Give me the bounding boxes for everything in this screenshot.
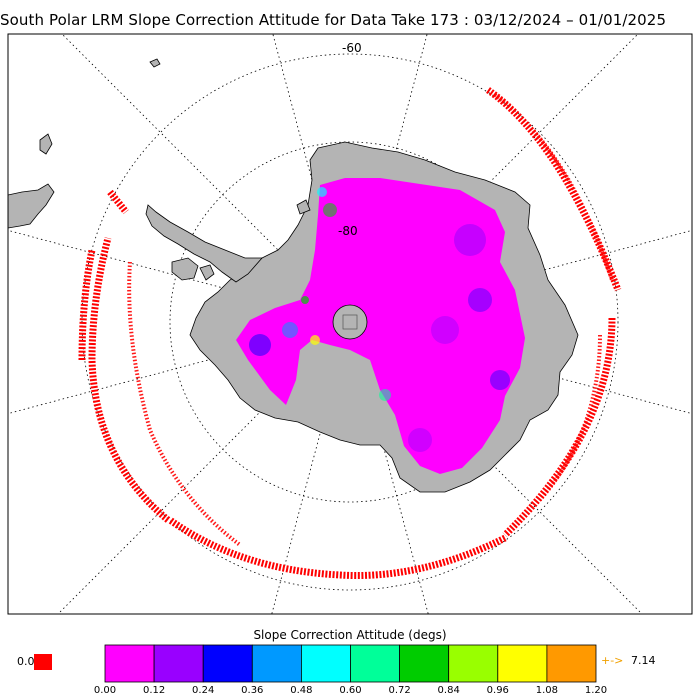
colorbar-cell	[104, 644, 155, 683]
track-band-west-outer	[78, 249, 96, 361]
island	[199, 264, 215, 281]
colorbar-cell	[350, 644, 400, 683]
colorbar-tick-label: 0.48	[290, 685, 313, 696]
track-band-nw	[107, 189, 129, 215]
latitude-label-80: -80	[338, 224, 358, 238]
antarctic-peninsula	[145, 204, 263, 283]
colorbar-title: Slope Correction Attitude (degs)	[253, 628, 447, 642]
zero-value-label: 0.0	[17, 655, 35, 668]
falkland-islands	[39, 133, 53, 155]
colorbar-tick-label: 1.20	[584, 685, 608, 696]
coverage-main-lobe	[236, 178, 525, 474]
colorbar-tick-label: 0.84	[437, 685, 460, 696]
colorbar-tick-label: 1.08	[535, 685, 559, 696]
south-georgia-island	[149, 58, 161, 68]
colorbar-cell	[202, 644, 253, 683]
colorbar-cell	[399, 644, 450, 683]
island	[296, 199, 311, 215]
map-title: South Polar LRM Slope Correction Attitud…	[0, 11, 667, 29]
colorbar-cell	[300, 644, 351, 683]
polar-map: -60 -80	[7, 33, 693, 615]
island	[171, 257, 199, 281]
colorbar-cell	[546, 644, 597, 683]
colorbar-cell	[497, 644, 548, 683]
over-range-arrow: +->	[601, 654, 624, 667]
latitude-label-60: -60	[342, 41, 362, 55]
track-band-south	[167, 517, 507, 579]
colorbar-tick-label: 0.96	[486, 685, 509, 696]
map-frame	[7, 33, 693, 615]
colorbar-cell	[251, 644, 302, 683]
over-range-value: 7.14	[631, 654, 656, 667]
pole-marker	[342, 314, 358, 330]
pole-hole	[332, 304, 368, 340]
colorbar-cell	[448, 644, 499, 683]
colorbar-tick-label: 0.72	[388, 685, 411, 696]
ocean-tracks-wide	[127, 93, 614, 547]
south-america-tip	[8, 183, 55, 229]
colorbar-tick-label: 0.36	[241, 685, 264, 696]
colorbar-tick-label: 0.24	[192, 685, 215, 696]
colorbar-tick-label: 0.12	[142, 685, 166, 696]
slope-correction-coverage	[236, 178, 525, 474]
track-band-west	[88, 237, 171, 523]
colorbar-tick-label: 0.00	[93, 685, 117, 696]
colorbar-cell	[153, 644, 204, 683]
coverage-noise	[249, 187, 510, 452]
zero-value-swatch	[34, 654, 52, 670]
colorbar-tick-label: 0.60	[339, 685, 362, 696]
